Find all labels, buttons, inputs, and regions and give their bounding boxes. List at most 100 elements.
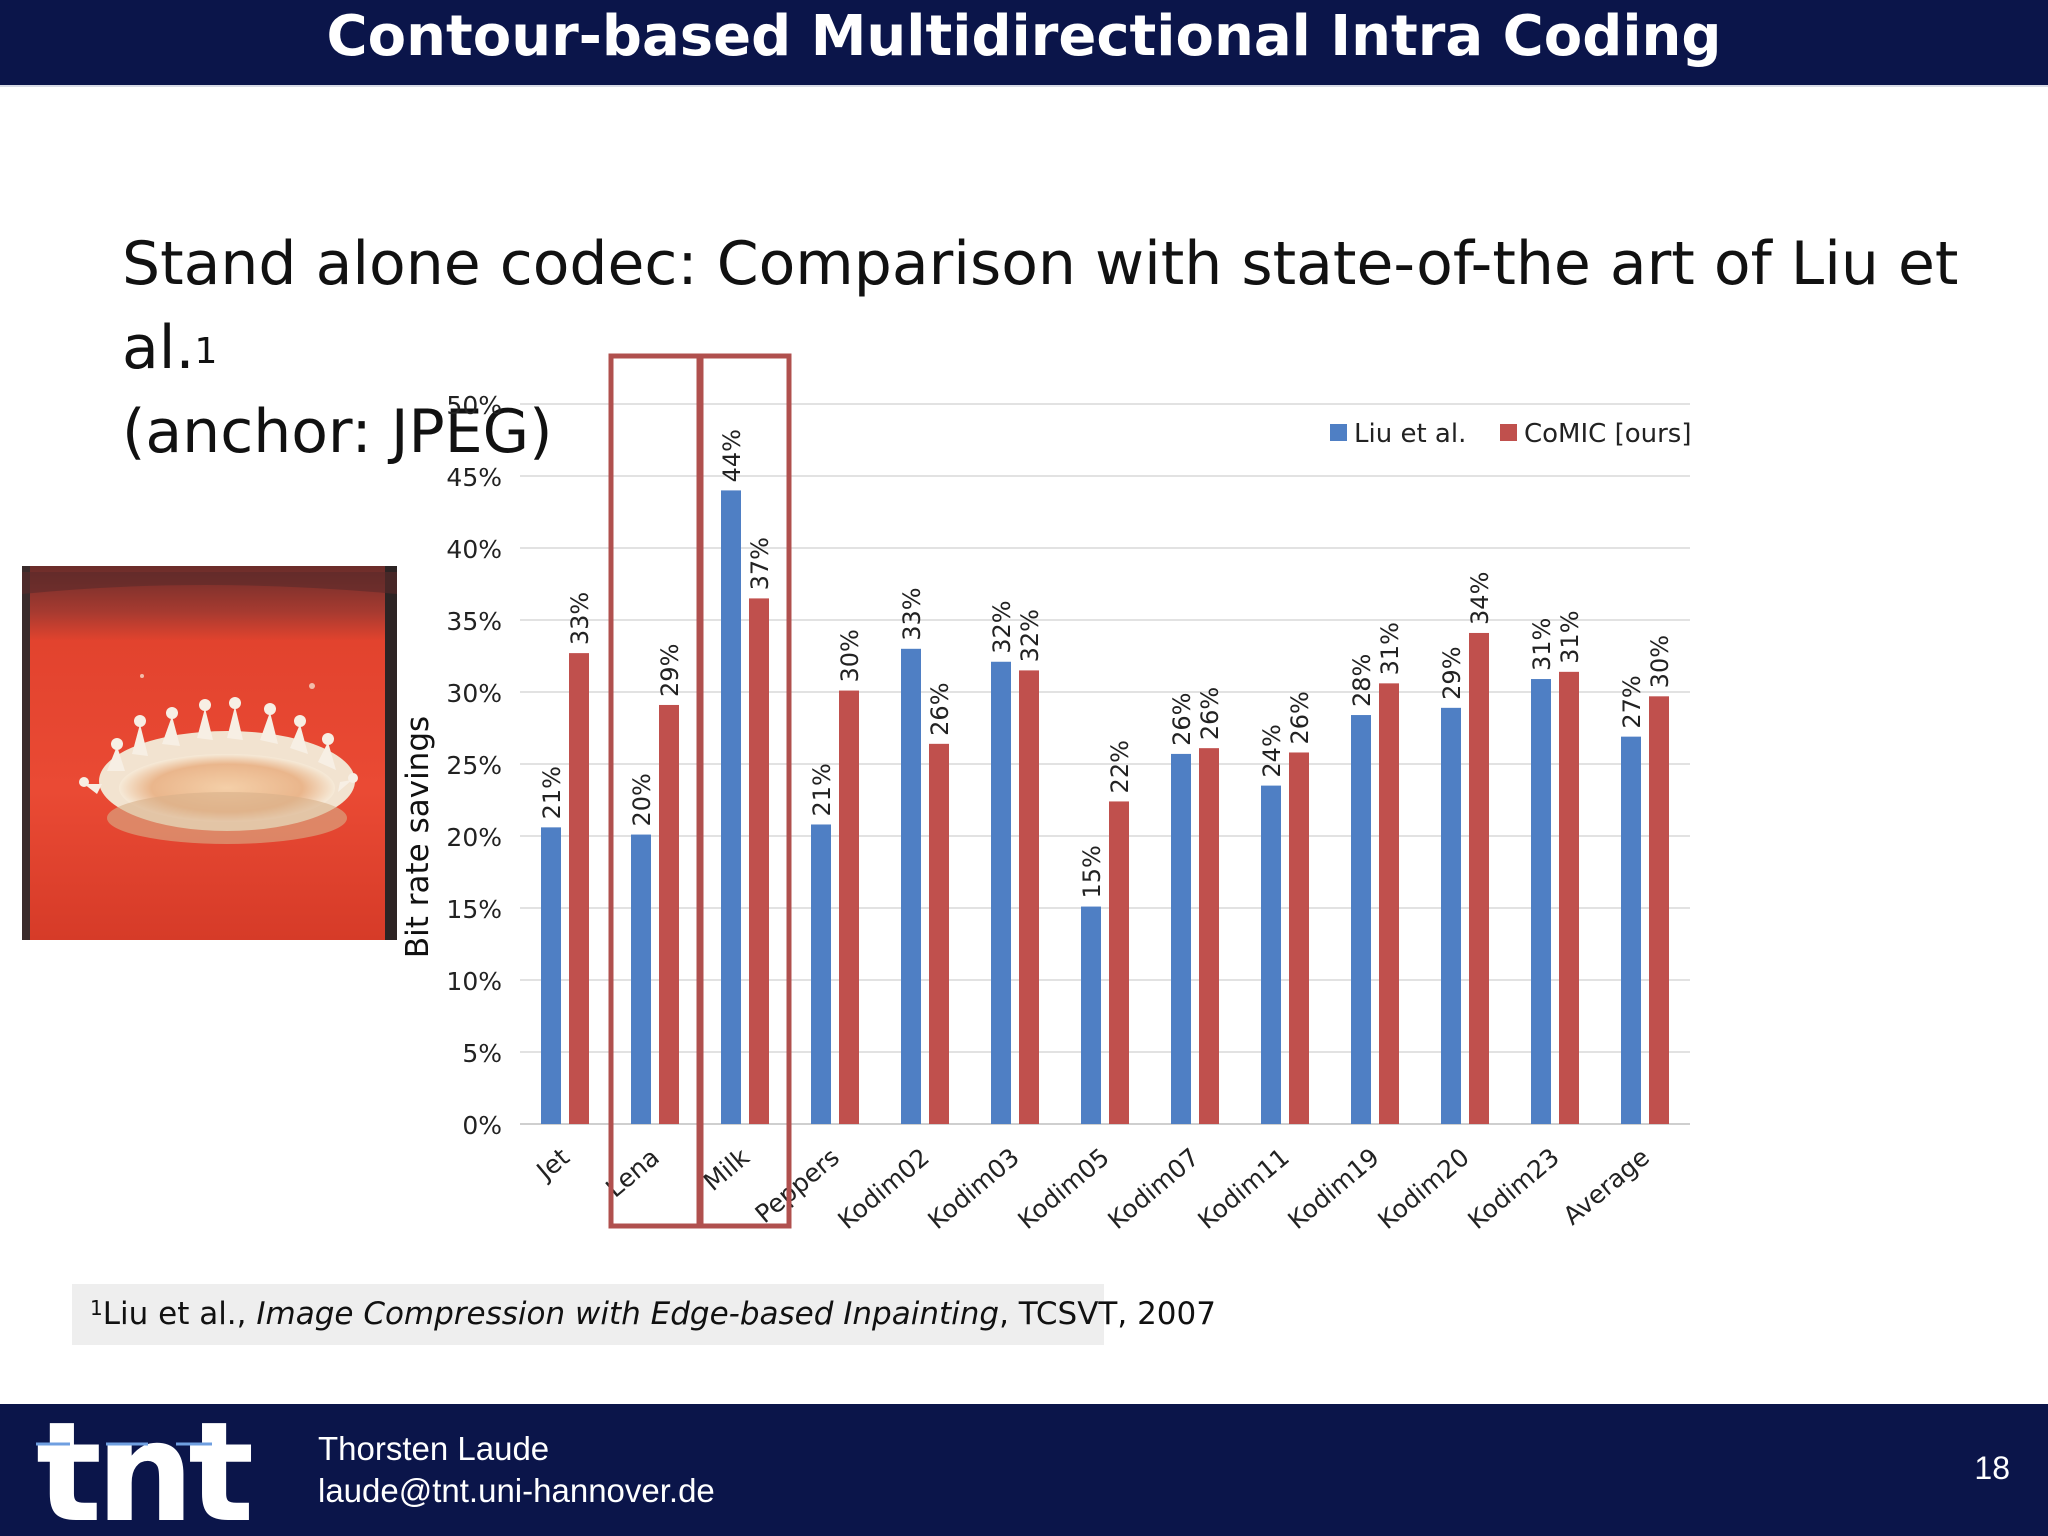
author-name: Thorsten Laude (318, 1430, 550, 1467)
bar-comic-average (1649, 696, 1669, 1124)
bar-comic-peppers (839, 690, 859, 1124)
heading-line-2: (anchor: JPEG) (122, 397, 553, 467)
footnote-authors: Liu et al., (102, 1296, 257, 1332)
bar-liu-kodim03 (991, 661, 1011, 1124)
bar-liu-kodim20 (1441, 707, 1461, 1124)
milk-splash-photo (22, 566, 397, 940)
x-tick-label: Kodim07 (1102, 1142, 1204, 1235)
bars (541, 490, 1669, 1124)
y-tick-label: 30% (446, 679, 502, 708)
legend-entry: CoMIC [ours] (1524, 419, 1692, 449)
bar-comic-milk (749, 598, 769, 1124)
data-label: 29% (1438, 646, 1466, 699)
bar-comic-kodim03 (1019, 670, 1039, 1124)
data-label: 33% (898, 587, 926, 640)
legend-swatch (1330, 424, 1347, 441)
x-tick-label: Average (1558, 1142, 1655, 1230)
data-label: 26% (1196, 687, 1224, 740)
data-label: 30% (836, 629, 864, 682)
bar-liu-kodim02 (901, 648, 921, 1124)
y-tick-label: 5% (462, 1039, 502, 1068)
x-tick-label: Kodim05 (1012, 1142, 1114, 1235)
data-label: 44% (718, 429, 746, 482)
bar-liu-kodim19 (1351, 715, 1371, 1124)
y-tick-label: 35% (446, 607, 502, 636)
data-label: 22% (1106, 740, 1134, 793)
author-block: Thorsten Laude laude@tnt.uni-hannover.de (318, 1428, 715, 1512)
x-tick-label: Kodim23 (1462, 1142, 1564, 1235)
legend: Liu et al. CoMIC [ours] (1330, 419, 1692, 449)
bar-liu-milk (721, 490, 741, 1124)
data-label: 24% (1258, 724, 1286, 777)
data-label: 31% (1556, 610, 1584, 663)
x-tick-label: Kodim02 (832, 1142, 934, 1235)
data-label: 27% (1618, 675, 1646, 728)
title-bar: Contour-based Multidirectional Intra Cod… (0, 0, 2048, 87)
y-tick-label: 25% (446, 751, 502, 780)
heading-footnote-ref: 1 (194, 331, 218, 372)
footnote-venue: , TCSVT, 2007 (999, 1296, 1216, 1332)
data-label: 28% (1348, 654, 1376, 707)
data-label: 33% (566, 592, 594, 645)
y-tick-label: 0% (462, 1111, 502, 1140)
data-label: 21% (808, 763, 836, 816)
bar-liu-average (1621, 736, 1641, 1124)
footer-bar (0, 1404, 2048, 1536)
bar-liu-kodim11 (1261, 785, 1281, 1124)
x-tick-label: Milk (698, 1142, 755, 1197)
data-label: 32% (1016, 609, 1044, 662)
footnote: 1Liu et al., Image Compression with Edge… (72, 1284, 1216, 1345)
bar-liu-kodim05 (1081, 906, 1101, 1124)
bar-comic-kodim20 (1469, 632, 1489, 1124)
highlight-box (698, 353, 792, 1229)
bar-comic-kodim05 (1109, 801, 1129, 1124)
author-email: laude@tnt.uni-hannover.de (318, 1472, 715, 1509)
x-tick-label: Kodim19 (1282, 1142, 1384, 1235)
x-tick-label: Kodim11 (1192, 1142, 1294, 1235)
y-tick-labels: 0% 5% 10% 15% 20% 25% 30% 35% 40% 45% 50% (446, 391, 502, 1140)
y-tick-label: 50% (446, 391, 502, 420)
data-label: 21% (538, 766, 566, 819)
highlight-boxes (608, 353, 792, 1229)
data-label: 37% (746, 537, 774, 590)
bar-chart: 0% 5% 10% 15% 20% 25% 30% 35% 40% 45% 50% 21% 33% 20… (400, 353, 1692, 1235)
slide-title: Contour-based Multidirectional Intra Cod… (326, 4, 1722, 69)
bar-comic-jet (569, 653, 589, 1124)
data-label: 31% (1528, 618, 1556, 671)
data-label: 26% (926, 682, 954, 735)
data-label: 15% (1078, 845, 1106, 898)
data-label: 34% (1466, 572, 1494, 625)
bar-comic-lena (659, 704, 679, 1124)
x-tick-label: Kodim03 (922, 1142, 1024, 1235)
data-label: 20% (628, 773, 656, 826)
data-label: 29% (656, 644, 684, 697)
bar-liu-peppers (811, 824, 831, 1124)
x-tick-label: Peppers (750, 1142, 845, 1228)
y-tick-label: 10% (446, 967, 502, 996)
bar-liu-kodim23 (1531, 679, 1551, 1124)
bar-liu-kodim07 (1171, 753, 1191, 1124)
data-label: 26% (1286, 691, 1314, 744)
y-tick-label: 20% (446, 823, 502, 852)
heading-line-1: Stand alone codec: Comparison with state… (122, 229, 1959, 383)
slide-heading: Stand alone codec: Comparison with state… (122, 222, 2002, 474)
y-tick-label: 15% (446, 895, 502, 924)
legend-swatch (1500, 424, 1517, 441)
bar-comic-kodim11 (1289, 752, 1309, 1124)
footnote-number: 1 (90, 1296, 103, 1320)
x-tick-label: Kodim20 (1372, 1142, 1474, 1235)
legend-entry: Liu et al. (1354, 419, 1466, 449)
data-label: 26% (1168, 693, 1196, 746)
bar-comic-kodim19 (1379, 683, 1399, 1124)
bar-liu-jet (541, 827, 561, 1124)
bar-comic-kodim07 (1199, 748, 1219, 1124)
tnt-logo: tnt (36, 1408, 257, 1533)
footnote-paper-title: Image Compression with Edge-based Inpain… (256, 1296, 1000, 1332)
gridlines (520, 403, 1690, 1125)
page-number: 18 (1974, 1450, 2010, 1486)
data-label: 30% (1646, 635, 1674, 688)
y-tick-label: 40% (446, 535, 502, 564)
data-label: 31% (1376, 622, 1404, 675)
data-label: 32% (988, 600, 1016, 653)
logo-text: tnt (36, 1408, 251, 1533)
